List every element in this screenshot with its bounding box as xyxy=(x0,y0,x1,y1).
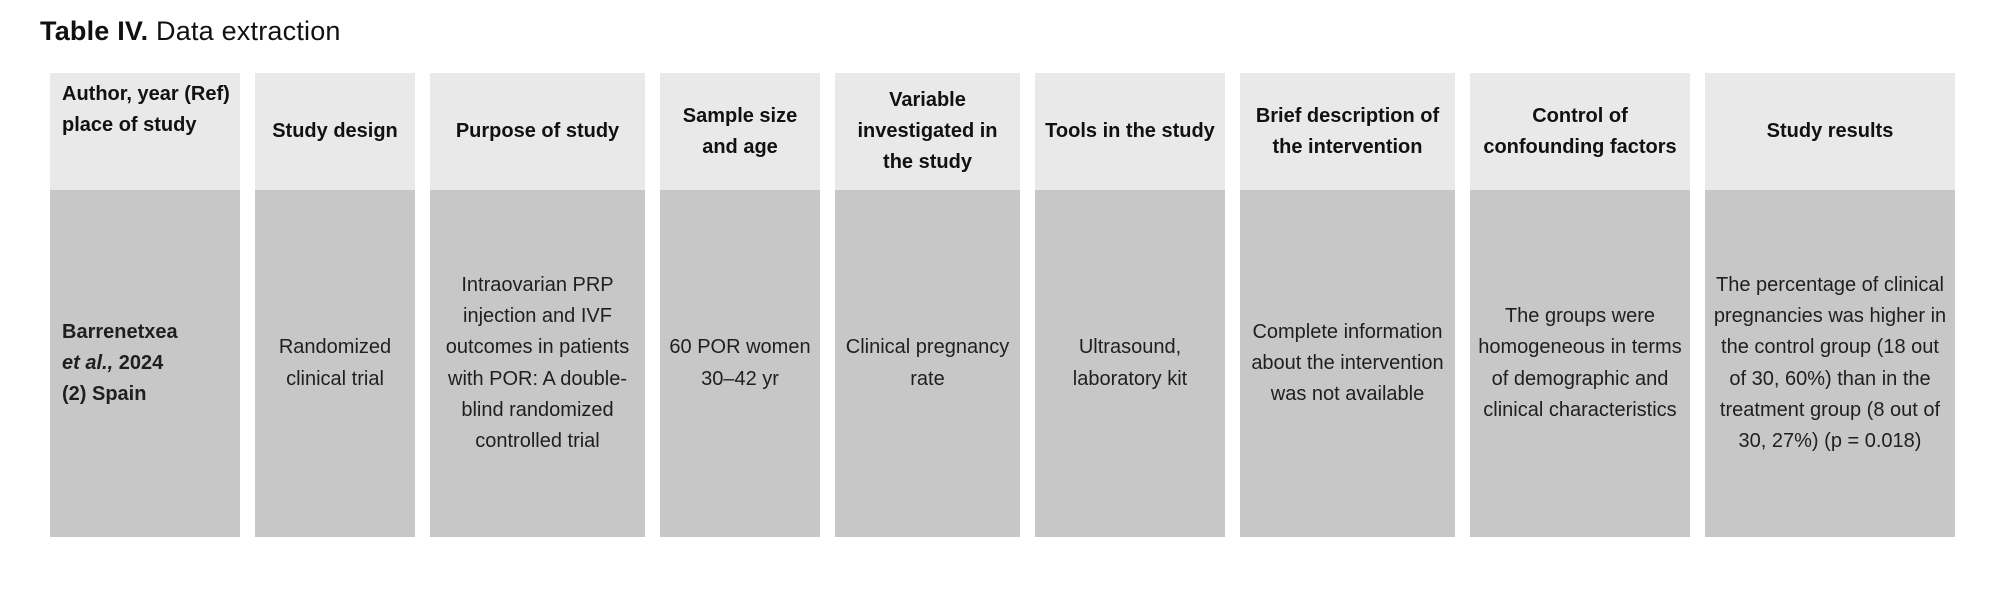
author-year-line: et al., 2024 xyxy=(62,348,163,379)
column-header-tools: Tools in the study xyxy=(1035,73,1225,190)
column-header-study-results: Study results xyxy=(1705,73,1955,190)
column-confounding-control: Control of confounding factors The group… xyxy=(1470,73,1690,537)
cell-intervention-description: Complete information about the intervent… xyxy=(1240,190,1455,537)
et-al-italic: et al., xyxy=(62,351,114,374)
cell-author: Barrenetxea et al., 2024 (2) Spain xyxy=(50,190,240,537)
cell-sample-size: 60 POR women 30–42 yr xyxy=(660,190,820,537)
table-caption: Data extraction xyxy=(148,16,341,46)
cell-variable: Clinical pregnancy rate xyxy=(835,190,1020,537)
column-header-study-design: Study design xyxy=(255,73,415,190)
column-tools: Tools in the study Ultrasound, laborator… xyxy=(1035,73,1225,537)
column-study-design: Study design Randomized clinical trial xyxy=(255,73,415,537)
column-header-confounding-control: Control of confounding factors xyxy=(1470,73,1690,190)
author-name-line: Barrenetxea xyxy=(62,320,178,343)
column-header-sample-size: Sample size and age xyxy=(660,73,820,190)
page-title: Table IV. Data extraction xyxy=(40,16,2000,47)
column-purpose: Purpose of study Intraovarian PRP inject… xyxy=(430,73,645,537)
column-author: Author, year (Ref) place of study Barren… xyxy=(50,73,240,537)
column-study-results: Study results The percentage of clinical… xyxy=(1705,73,1955,537)
column-header-author: Author, year (Ref) place of study xyxy=(50,73,240,190)
column-header-variable: Variable investigated in the study xyxy=(835,73,1020,190)
author-ref-place-line: (2) Spain xyxy=(62,383,147,406)
cell-study-design: Randomized clinical trial xyxy=(255,190,415,537)
column-variable: Variable investigated in the study Clini… xyxy=(835,73,1020,537)
cell-tools: Ultrasound, laboratory kit xyxy=(1035,190,1225,537)
data-extraction-table: Author, year (Ref) place of study Barren… xyxy=(50,73,2000,537)
column-header-intervention-description: Brief description of the intervention xyxy=(1240,73,1455,190)
column-header-purpose: Purpose of study xyxy=(430,73,645,190)
cell-confounding-control: The groups were homogeneous in terms of … xyxy=(1470,190,1690,537)
author-year: 2024 xyxy=(113,351,164,374)
table-number-label: Table IV. xyxy=(40,16,149,46)
column-sample-size: Sample size and age 60 POR women 30–42 y… xyxy=(660,73,820,537)
cell-purpose: Intraovarian PRP injection and IVF outco… xyxy=(430,190,645,537)
column-intervention-description: Brief description of the intervention Co… xyxy=(1240,73,1455,537)
cell-study-results: The percentage of clinical pregnancies w… xyxy=(1705,190,1955,537)
